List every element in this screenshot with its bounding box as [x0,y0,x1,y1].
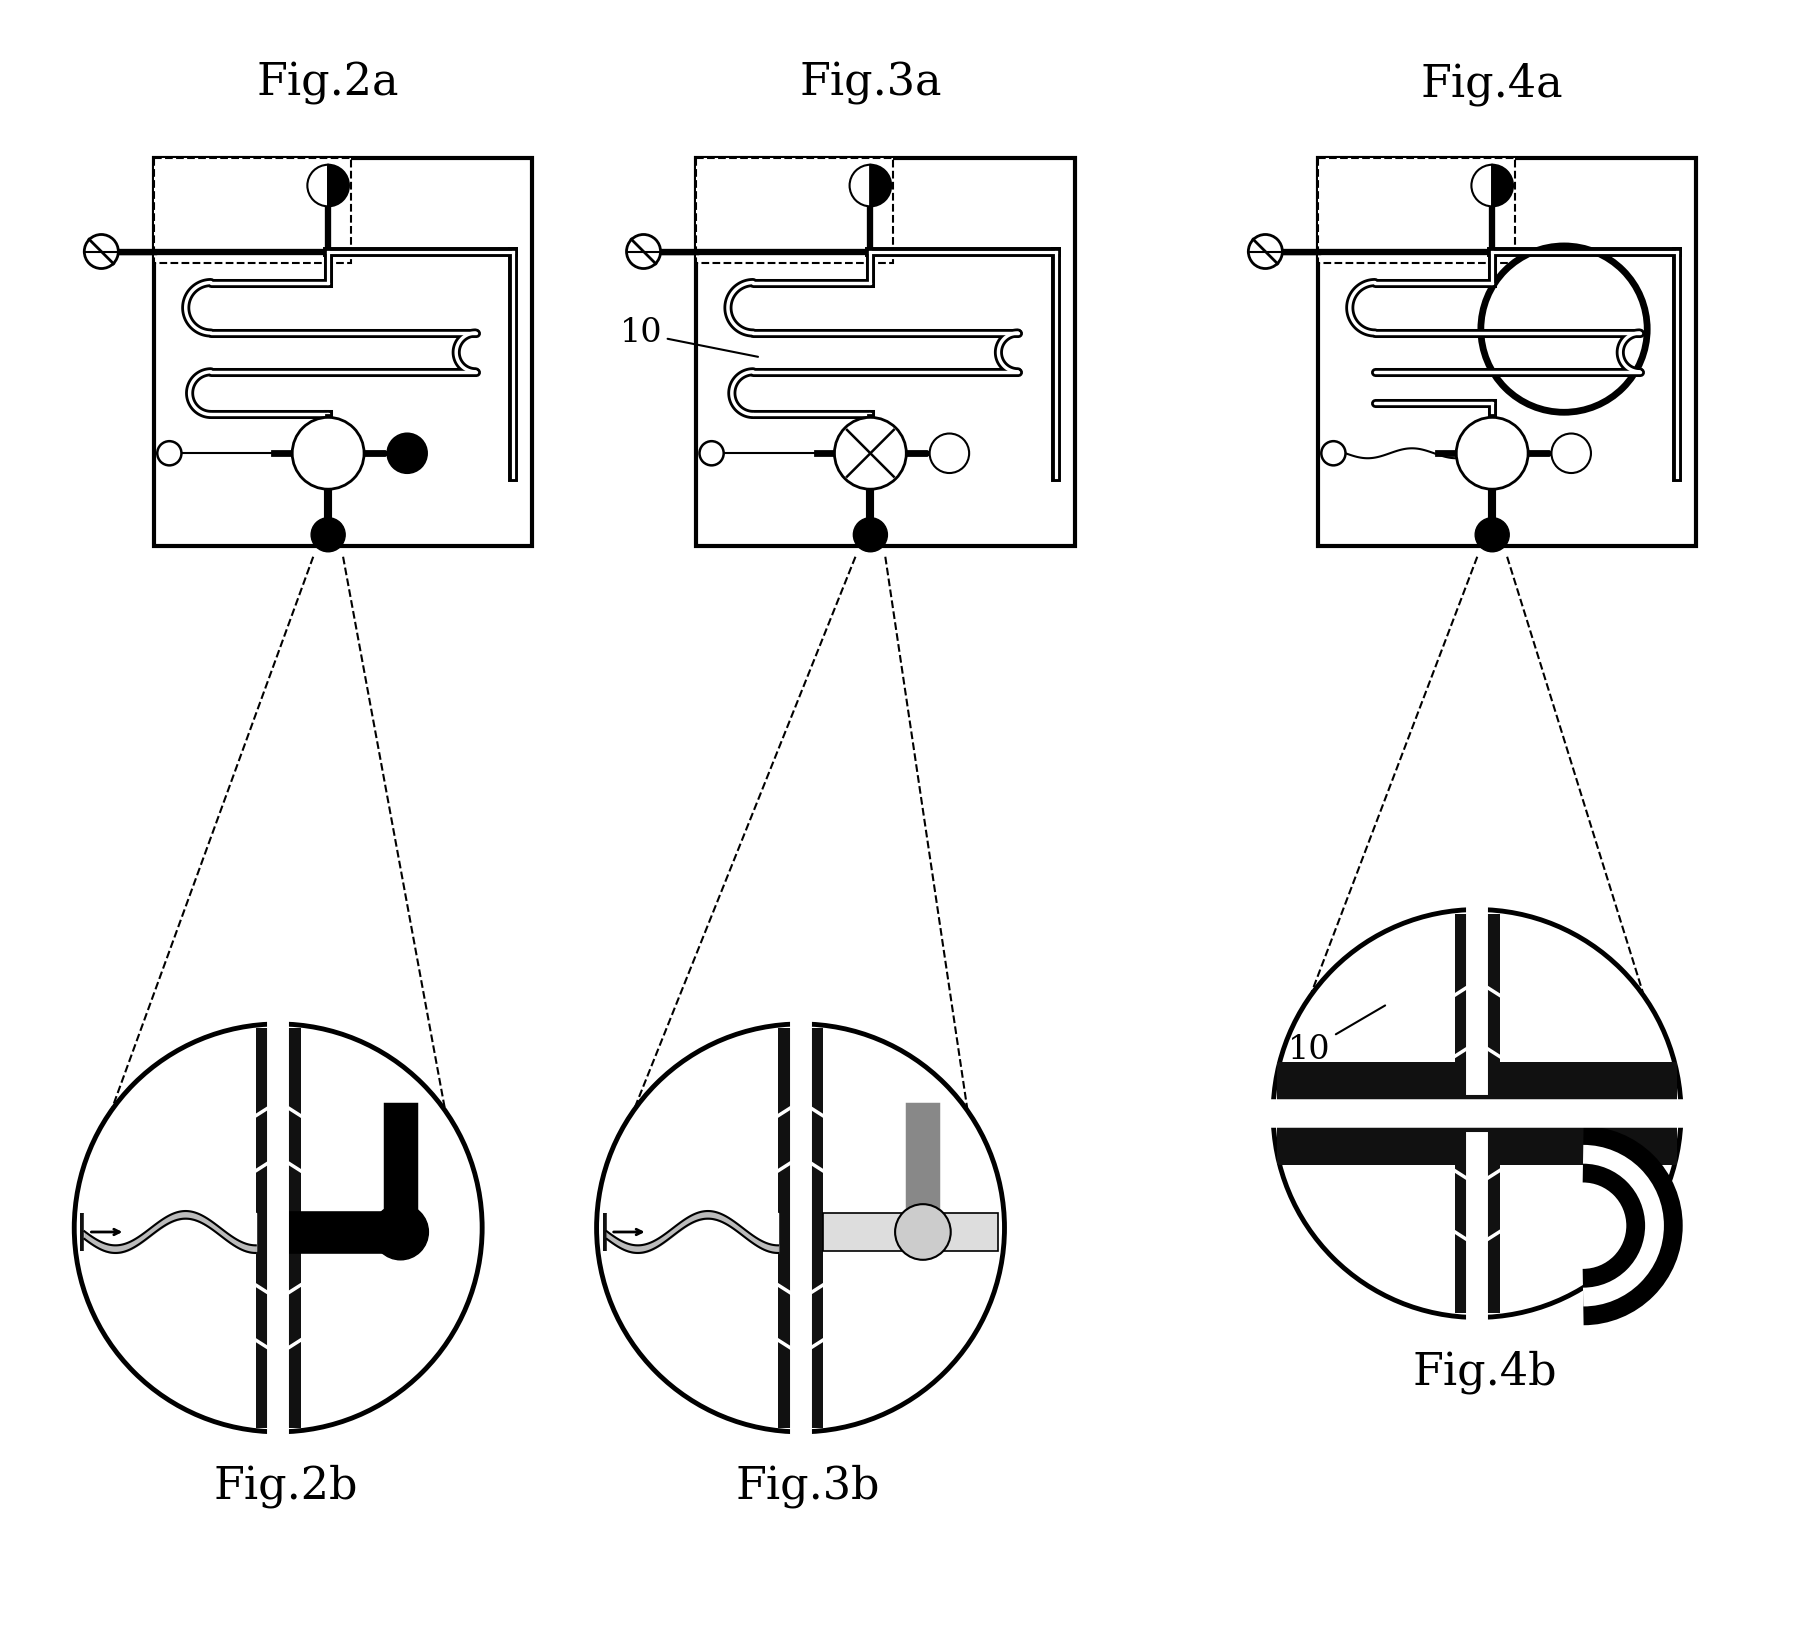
Text: Fig.3b: Fig.3b [737,1464,880,1509]
Circle shape [311,518,346,552]
Text: Fig.4a: Fig.4a [1421,62,1564,105]
Bar [154,159,532,547]
Circle shape [699,441,724,465]
Circle shape [1249,234,1281,269]
Circle shape [1457,418,1528,490]
Circle shape [853,518,887,552]
Circle shape [1475,518,1510,552]
Wedge shape [328,165,349,206]
Bar [1318,159,1515,264]
Text: Fig.4b: Fig.4b [1412,1350,1557,1394]
Text: 10: 10 [1289,1006,1385,1066]
Wedge shape [1491,165,1513,206]
Wedge shape [871,165,891,206]
Bar [1455,914,1499,1107]
Bar [1278,1061,1676,1165]
Circle shape [74,1024,481,1432]
Wedge shape [849,165,871,206]
Text: Fig.3a: Fig.3a [800,62,941,105]
Text: Fig.2b: Fig.2b [214,1464,358,1509]
Bar [824,1212,999,1251]
Circle shape [291,418,364,490]
Circle shape [597,1024,1005,1432]
Circle shape [896,1204,950,1260]
Bar [154,159,351,264]
Bar [1318,159,1696,547]
Bar [697,159,1075,547]
Bar [697,159,892,264]
Wedge shape [1472,165,1491,206]
Circle shape [1272,909,1681,1317]
Circle shape [834,418,907,490]
Text: 10: 10 [619,318,758,357]
Bar [255,1029,300,1428]
Circle shape [85,234,118,269]
Bar [603,1212,824,1251]
Circle shape [930,434,968,473]
Circle shape [387,434,427,473]
Circle shape [1551,434,1591,473]
Bar [1455,1165,1499,1314]
Bar [80,1212,300,1251]
Bar [778,1029,824,1428]
Wedge shape [308,165,328,206]
Circle shape [626,234,661,269]
Circle shape [373,1204,429,1260]
Circle shape [1321,441,1345,465]
Text: Fig.2a: Fig.2a [257,62,400,105]
Circle shape [157,441,181,465]
